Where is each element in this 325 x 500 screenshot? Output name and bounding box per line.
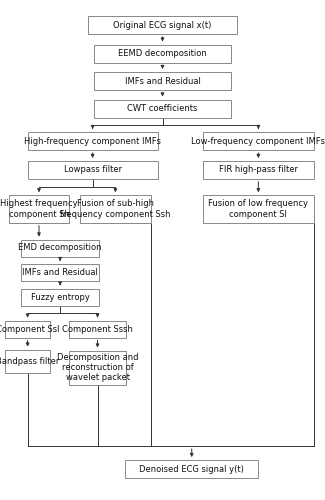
Text: IMFs and Residual: IMFs and Residual [124,76,201,86]
FancyBboxPatch shape [5,350,50,372]
FancyBboxPatch shape [69,350,126,384]
Text: EMD decomposition: EMD decomposition [19,244,102,252]
FancyBboxPatch shape [9,195,69,223]
FancyBboxPatch shape [88,16,237,34]
FancyBboxPatch shape [69,320,126,338]
Text: Fusion of low frequency
component Sl: Fusion of low frequency component Sl [208,200,308,218]
Text: Low-frequency component IMFs: Low-frequency component IMFs [191,136,325,145]
Text: Highest frequency
component Sh: Highest frequency component Sh [0,200,78,218]
FancyBboxPatch shape [5,320,50,338]
FancyBboxPatch shape [203,161,314,179]
FancyBboxPatch shape [21,288,99,306]
Text: FIR high-pass filter: FIR high-pass filter [219,166,298,174]
Text: Bandpass filter: Bandpass filter [0,356,59,366]
FancyBboxPatch shape [28,161,158,179]
FancyBboxPatch shape [80,195,151,223]
FancyBboxPatch shape [94,72,231,90]
FancyBboxPatch shape [125,460,258,478]
FancyBboxPatch shape [21,240,99,256]
FancyBboxPatch shape [21,264,99,281]
Text: EEMD decomposition: EEMD decomposition [118,49,207,58]
Text: CWT coefficients: CWT coefficients [127,104,198,113]
FancyBboxPatch shape [203,195,314,223]
FancyBboxPatch shape [94,44,231,62]
FancyBboxPatch shape [94,100,231,117]
Text: Original ECG signal x(t): Original ECG signal x(t) [113,20,212,30]
Text: IMFs and Residual: IMFs and Residual [22,268,98,277]
Text: Component Sssh: Component Sssh [62,324,133,334]
Text: High-frequency component IMFs: High-frequency component IMFs [24,136,161,145]
Text: Component Ssl: Component Ssl [0,324,59,334]
Text: Fuzzy entropy: Fuzzy entropy [31,292,90,302]
FancyBboxPatch shape [28,132,158,150]
Text: Decomposition and
reconstruction of
wavelet packet: Decomposition and reconstruction of wave… [57,352,138,382]
Text: Lowpass filter: Lowpass filter [64,166,122,174]
Text: Fusion of sub-high
frequency component Ssh: Fusion of sub-high frequency component S… [60,200,171,218]
Text: Denoised ECG signal y(t): Denoised ECG signal y(t) [139,464,244,473]
FancyBboxPatch shape [203,132,314,150]
